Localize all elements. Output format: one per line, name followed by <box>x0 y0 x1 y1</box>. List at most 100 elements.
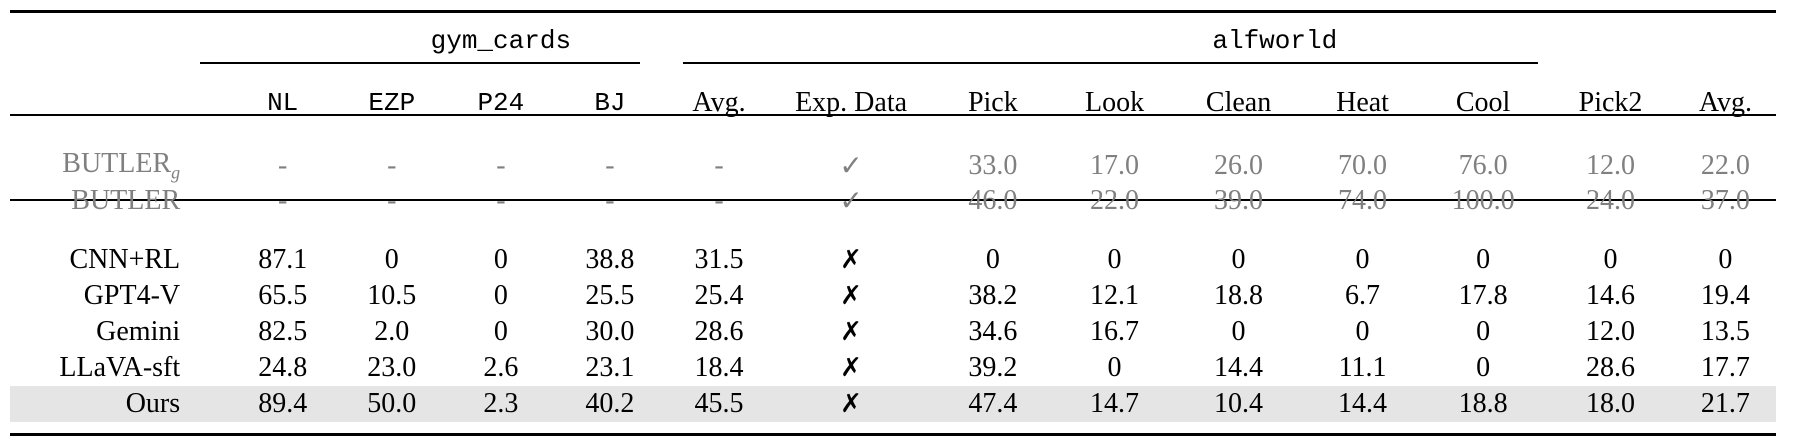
col-gym-avg: Avg. <box>692 87 746 118</box>
cell: 33.0 <box>968 149 1018 181</box>
cell: 14.6 <box>1586 280 1636 311</box>
cell: - <box>387 149 397 181</box>
cell: 25.4 <box>694 280 744 311</box>
cell: 17.7 <box>1700 352 1750 383</box>
cell: 18.4 <box>694 352 744 383</box>
cell: 0 <box>1355 244 1370 275</box>
cell: 31.5 <box>694 244 744 275</box>
cell: 30.0 <box>585 316 635 347</box>
cell: 23.1 <box>585 352 635 383</box>
col-ezp: EZP <box>368 88 416 118</box>
col-pick2: Pick2 <box>1578 87 1643 118</box>
col-exp-data: Exp. Data <box>795 87 908 118</box>
cell: 6.7 <box>1345 280 1381 311</box>
cell: 0 <box>1718 244 1733 275</box>
cell: - <box>387 184 397 216</box>
cross-icon: ✗ <box>840 245 862 275</box>
cell: 0 <box>1355 316 1370 347</box>
cell-best: 16.7 <box>1090 316 1140 347</box>
cell: 39.2 <box>968 352 1018 383</box>
col-heat: Heat <box>1336 87 1389 118</box>
cell: 46.0 <box>968 184 1018 216</box>
col-look: Look <box>1084 87 1145 118</box>
cell: 24.8 <box>258 352 308 383</box>
cell: 12.0 <box>1586 149 1636 181</box>
cell: 100.0 <box>1451 184 1515 216</box>
cell: 34.6 <box>968 316 1018 347</box>
cell: 0 <box>1476 352 1491 383</box>
cell: 38.8 <box>585 244 635 275</box>
cell: 10.5 <box>367 280 417 311</box>
cell-best: 40.2 <box>555 386 665 422</box>
cell: 23.0 <box>367 352 417 383</box>
cell: 76.0 <box>1458 149 1508 181</box>
col-bj: BJ <box>594 88 626 118</box>
header-rule <box>10 114 1776 116</box>
cell: 28.6 <box>694 316 744 347</box>
cell: 37.0 <box>1700 184 1750 216</box>
cell: 12.0 <box>1586 316 1636 347</box>
method-cell: BUTLER <box>71 184 181 216</box>
table-row-butler-g: BUTLERg - - - - - ✓ 33.0 17.0 26.0 70.0 … <box>10 134 1776 183</box>
cell-best: 50.0 <box>337 386 447 422</box>
col-p24: P24 <box>477 88 525 118</box>
cell: 24.0 <box>1586 184 1636 216</box>
cell: 18.0 <box>1546 386 1675 422</box>
cell: - <box>605 149 615 181</box>
cell: 0 <box>1603 244 1618 275</box>
group-gym-cards: gym_cards <box>430 26 572 56</box>
method-cell: BUTLERg <box>10 134 228 183</box>
cell: 12.1 <box>1090 280 1140 311</box>
bottom-rule <box>10 433 1776 436</box>
cross-icon: ✗ <box>840 317 862 347</box>
cell: 0 <box>1476 316 1491 347</box>
cell: - <box>496 149 506 181</box>
cell: 0 <box>1231 244 1246 275</box>
cell: 87.1 <box>258 244 308 275</box>
group-header-row: gym_cards alfworld <box>10 10 1776 72</box>
method-subscript: g <box>171 162 181 183</box>
col-alf-avg: Avg. <box>1698 87 1752 118</box>
cell: 74.0 <box>1338 184 1388 216</box>
method-cell: Ours <box>10 386 229 422</box>
cell: 22.0 <box>1090 184 1140 216</box>
cell: 10.4 <box>1171 386 1306 422</box>
top-rule <box>10 10 1776 13</box>
method-cell: CNN+RL <box>69 244 181 275</box>
cell-best: 47.4 <box>928 386 1058 422</box>
cell: - <box>278 149 288 181</box>
cell: - <box>496 184 506 216</box>
table-row-llava-sft: LLaVA-sft 24.8 23.0 2.6 23.1 18.4 ✗ 39.2… <box>10 350 1776 386</box>
method-cell: GPT4-V <box>83 280 181 311</box>
col-cool: Cool <box>1455 87 1511 118</box>
gym-cards-cmidrule <box>200 62 640 64</box>
cell: 70.0 <box>1338 149 1388 181</box>
table-row-butler: BUTLER - - - - - ✓ 46.0 22.0 39.0 74.0 1… <box>10 183 1776 230</box>
cell: 17.8 <box>1458 280 1508 311</box>
cell: 2.0 <box>374 316 410 347</box>
alfworld-cmidrule <box>683 62 1538 64</box>
cell: 11.1 <box>1338 352 1387 383</box>
method-header <box>10 72 228 134</box>
cell-best: 14.4 <box>1305 386 1420 422</box>
group-alfworld: alfworld <box>1212 26 1338 56</box>
table-row-gemini: Gemini 82.5 2.0 0 30.0 28.6 ✗ 34.6 16.7 … <box>10 314 1776 350</box>
cell: 17.0 <box>1090 149 1140 181</box>
results-table: gym_cards alfworld NL EZP P24 BJ Avg. Ex… <box>10 10 1776 422</box>
col-clean: Clean <box>1205 87 1272 118</box>
cell: 38.2 <box>968 280 1018 311</box>
corner-cell <box>10 10 228 72</box>
cell: 0 <box>493 280 508 311</box>
cell: 65.5 <box>258 280 308 311</box>
method-cell: LLaVA-sft <box>59 352 181 383</box>
cell: 0 <box>985 244 1000 275</box>
cell: - <box>714 184 724 216</box>
cell-best: 28.6 <box>1586 352 1636 383</box>
cell: 82.5 <box>258 316 308 347</box>
reference-rule <box>10 199 1776 201</box>
cell: 13.5 <box>1700 316 1750 347</box>
table-row-cnn-rl: CNN+RL 87.1 0 0 38.8 31.5 ✗ 0 0 0 0 0 0 … <box>10 230 1776 278</box>
cross-icon: ✗ <box>840 353 862 383</box>
cell: 2.3 <box>446 386 556 422</box>
